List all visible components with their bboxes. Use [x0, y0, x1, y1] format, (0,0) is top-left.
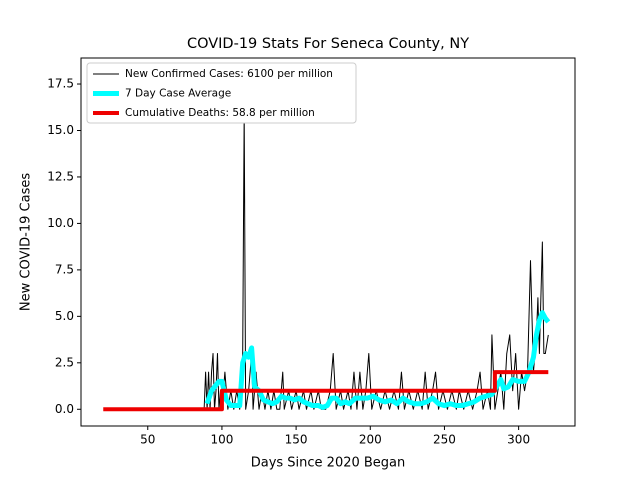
- y-tick-label: 12.5: [47, 169, 74, 183]
- legend-label: 7 Day Case Average: [125, 88, 231, 100]
- legend-box: [86, 62, 357, 124]
- y-tick-label: 2.5: [55, 355, 74, 369]
- x-axis-label: Days Since 2020 Began: [251, 456, 406, 471]
- x-tick-label: 250: [433, 433, 456, 447]
- y-tick-label: 15.0: [47, 123, 74, 137]
- y-tick-label: 7.5: [55, 262, 74, 276]
- data-line: [103, 370, 549, 412]
- x-tick-label: 200: [359, 433, 382, 447]
- x-tick-label: 150: [285, 433, 308, 447]
- x-tick-label: 100: [210, 433, 233, 447]
- y-tick-label: 10.0: [47, 216, 74, 230]
- chart-title: COVID-19 Stats For Seneca County, NY: [187, 36, 469, 52]
- y-tick-label: 0.0: [55, 402, 74, 416]
- plot-area: [103, 111, 551, 412]
- data-line: [204, 310, 551, 410]
- axes-frame: [80, 57, 576, 427]
- y-tick-label: 5.0: [55, 309, 74, 323]
- x-tick-label: 50: [140, 433, 155, 447]
- legend-label: Cumulative Deaths: 58.8 per million: [125, 107, 315, 119]
- legend-label: New Confirmed Cases: 6100 per million: [125, 68, 333, 80]
- y-tick-label: 17.5: [47, 77, 74, 91]
- x-tick-label: 300: [507, 433, 530, 447]
- y-axis-label: New COVID-19 Cases: [19, 173, 34, 311]
